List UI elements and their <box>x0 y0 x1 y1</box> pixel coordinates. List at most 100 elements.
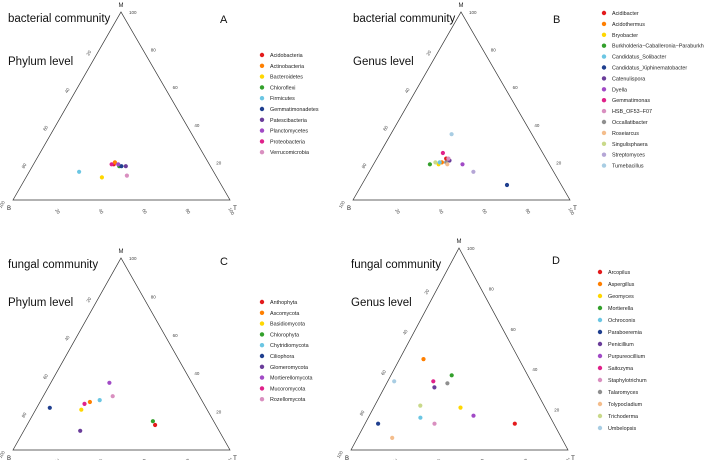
data-point <box>421 357 426 362</box>
legend-label: Arcopilus <box>608 270 630 276</box>
tick-label-bottom: 80 <box>522 458 529 460</box>
data-point <box>440 150 445 156</box>
data-point <box>432 385 437 390</box>
panel-subtitle: Phylum level <box>8 297 73 309</box>
legend: Arcopilus Aspergillus Geomyces Mortierella O… <box>597 269 647 432</box>
legend-swatch <box>259 310 265 315</box>
vertex-label-left: B <box>7 456 11 460</box>
legend-swatch <box>259 117 265 123</box>
tick-label-right: 20 <box>216 160 222 165</box>
legend-swatch <box>259 85 265 90</box>
data-point <box>47 405 52 410</box>
legend-swatch <box>601 130 607 136</box>
tick-label-left: 40 <box>404 87 411 94</box>
legend-label: Saitozyma <box>608 366 633 372</box>
tick-label-left: 60 <box>382 124 389 131</box>
data-point <box>107 380 112 385</box>
panel-title: fungal community <box>8 259 98 271</box>
legend-swatch <box>597 329 603 335</box>
legend-label: Ascomycota <box>270 311 299 317</box>
legend-label: Gemmatimonas <box>612 98 650 104</box>
legend-label: Anthophyta <box>270 300 297 306</box>
legend-swatch <box>259 353 265 359</box>
legend-swatch <box>597 425 603 431</box>
legend-swatch <box>601 141 607 146</box>
legend-swatch <box>259 128 265 133</box>
data-point <box>449 373 454 378</box>
legend-swatch <box>259 375 265 380</box>
panel-title: bacterial community <box>8 13 111 25</box>
legend-label: Chlorophyta <box>270 332 299 338</box>
data-point <box>124 173 129 178</box>
tick-label-right: 80 <box>151 48 157 53</box>
tick-label-bottom: 80 <box>184 208 191 215</box>
tick-label-left: 100 <box>338 200 346 209</box>
legend-label: Trichoderma <box>608 414 638 420</box>
data-point <box>504 182 510 188</box>
legend-swatch <box>259 343 265 348</box>
legend-swatch <box>597 353 603 359</box>
tick-label-right: 80 <box>491 48 497 53</box>
legend-label: Tolypocladium <box>608 402 643 408</box>
legend-swatch <box>597 269 603 275</box>
legend-swatch <box>597 365 603 371</box>
legend-label: Tumebacillus <box>612 164 644 170</box>
legend-swatch <box>259 386 265 391</box>
legend-label: Talaromyces <box>608 390 639 396</box>
tick-label-right: 60 <box>173 85 179 90</box>
legend-swatch <box>597 293 603 299</box>
vertex-label-left: B <box>345 456 349 460</box>
legend-label: Candidatus_Xiphinematobacter <box>612 66 687 72</box>
legend-swatch <box>259 332 265 337</box>
data-point <box>512 421 517 426</box>
data-point <box>123 164 128 169</box>
data-point <box>112 160 117 165</box>
legend-swatch <box>259 52 265 58</box>
legend-label: Proteobacteria <box>270 139 305 145</box>
tick-label-left: 100 <box>0 450 6 459</box>
data-point <box>78 428 83 433</box>
tick-label-left: 100 <box>0 200 6 209</box>
tick-label-left: 80 <box>21 162 28 169</box>
panel-d: fungal community Genus level D M B T 20 20 20 40 4… <box>336 239 647 460</box>
legend-swatch <box>597 401 603 407</box>
data-point <box>390 435 395 440</box>
legend-swatch <box>259 106 265 112</box>
legend-swatch <box>601 43 607 48</box>
tick-label-right: 100 <box>129 256 137 261</box>
data-point <box>449 132 454 137</box>
data-point <box>82 401 87 406</box>
legend-label: Glomeromycota <box>270 365 308 371</box>
tick-label-bottom: 80 <box>184 458 191 460</box>
legend: Anthophyta Ascomycota Basidiomycota Chlorop… <box>259 299 313 403</box>
data-point <box>79 407 84 412</box>
data-point <box>116 162 121 167</box>
tick-label-bottom: 60 <box>141 458 148 460</box>
legend-label: Paraboeremia <box>608 330 642 336</box>
data-point <box>446 156 451 161</box>
legend-label: Acidibacter <box>612 11 639 17</box>
panel-b: bacterial community Genus level B M B T 20 20 20… <box>338 3 704 216</box>
tick-label-bottom: 20 <box>54 458 61 460</box>
data-point <box>97 398 102 403</box>
panel-letter: C <box>220 256 228 268</box>
legend-swatch <box>259 299 265 305</box>
data-point <box>432 421 437 426</box>
legend-label: Burkholderia−Caballeronia−Paraburkholder… <box>612 44 704 50</box>
legend-swatch <box>597 317 603 323</box>
data-point <box>431 379 436 384</box>
data-point <box>418 415 423 420</box>
tick-label-left: 100 <box>336 450 344 459</box>
tick-label-bottom: 40 <box>98 208 105 215</box>
tick-label-bottom: 40 <box>98 458 105 460</box>
panel-subtitle: Phylum level <box>8 56 73 68</box>
tick-label-bottom: 100 <box>565 457 573 460</box>
panel-subtitle: Genus level <box>351 297 412 309</box>
tick-label-right: 60 <box>513 85 519 90</box>
legend-label: Purpureocillium <box>608 354 646 360</box>
legend-swatch <box>259 96 265 101</box>
legend-swatch <box>601 87 607 92</box>
data-point <box>153 422 158 428</box>
tick-label-left: 20 <box>423 288 430 295</box>
